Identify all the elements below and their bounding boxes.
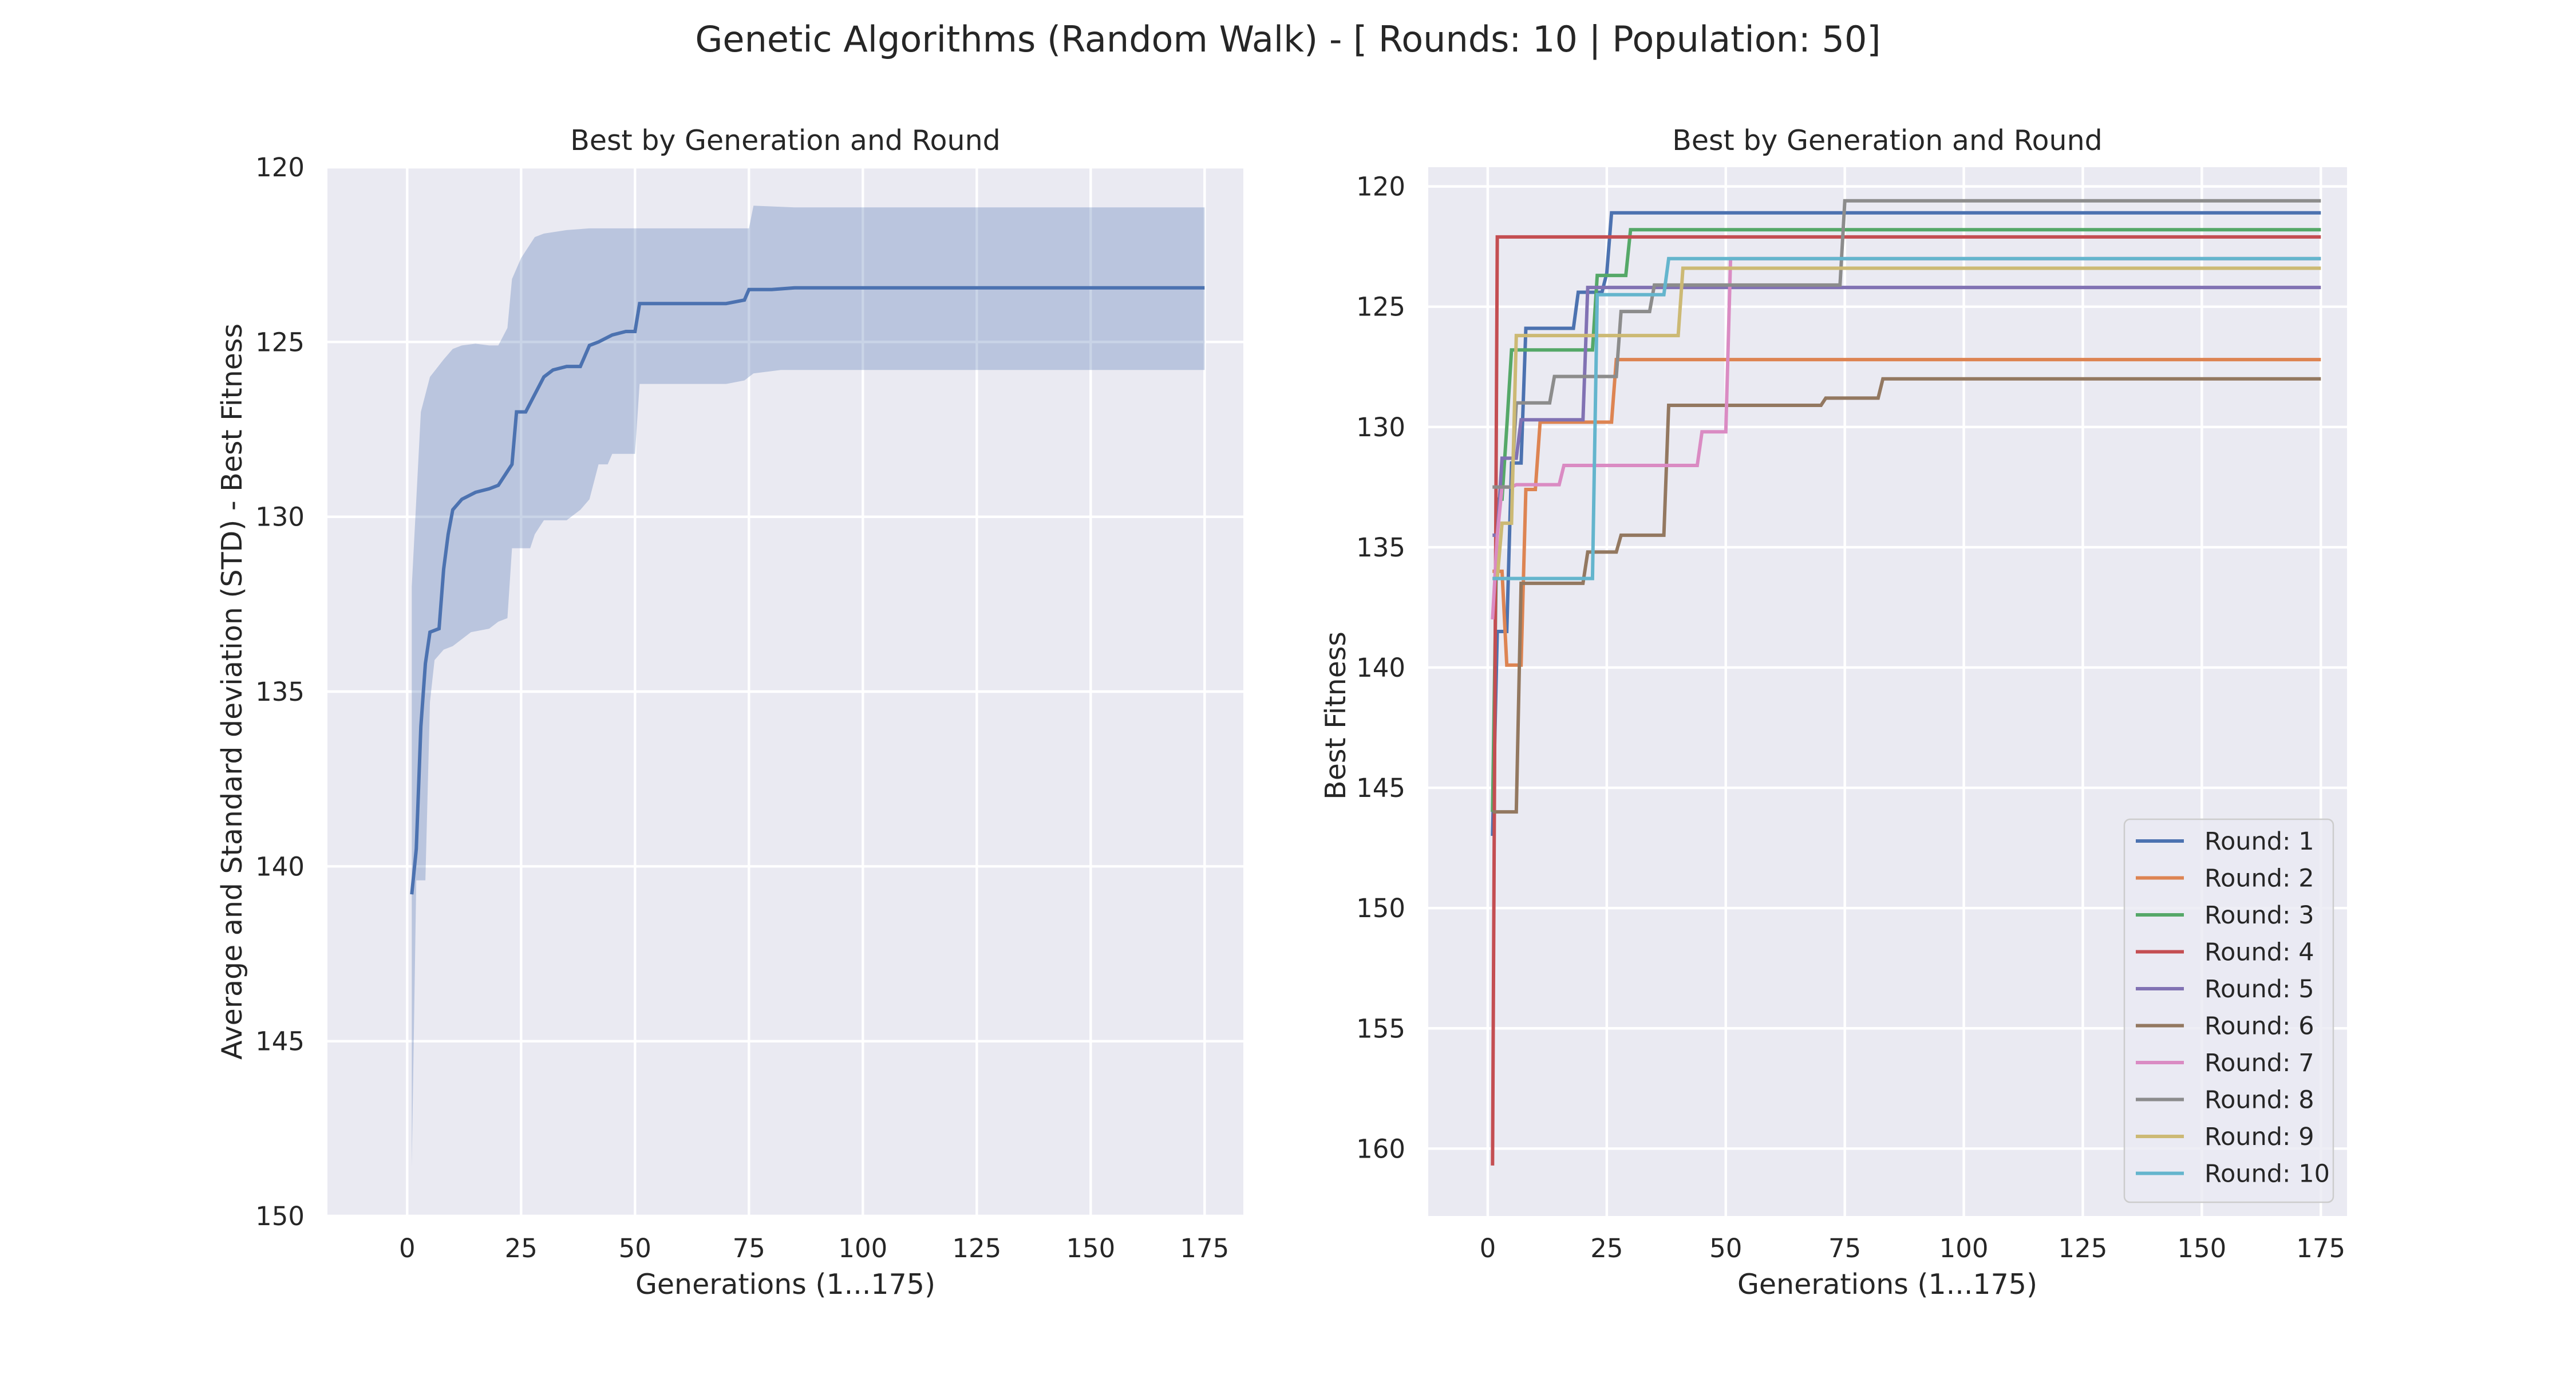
figure-title: Genetic Algorithms (Random Walk) - [ Rou… (695, 18, 1880, 61)
series-line-round-9 (1492, 266, 2321, 581)
std-band (412, 206, 1205, 1167)
right-x-tick-label: 25 (1590, 1233, 1623, 1264)
legend-label: Round: 4 (2204, 938, 2314, 967)
right-y-tick-label: 130 (1356, 412, 1405, 443)
right-plot-title: Best by Generation and Round (1672, 124, 2103, 157)
left-tick-labels: 0 25 50 75 100 125 150 175 120 125 130 135 140 145 150 (255, 152, 1229, 1264)
left-y-tick-label: 135 (255, 677, 305, 707)
right-x-tick-label: 75 (1828, 1233, 1861, 1264)
legend-label: Round: 10 (2204, 1160, 2330, 1189)
left-y-tick-label: 130 (255, 502, 305, 532)
right-y-tick-label: 120 (1356, 172, 1405, 202)
left-y-tick-label: 120 (255, 152, 305, 183)
right-y-tick-label: 125 (1356, 292, 1405, 322)
right-x-tick-label: 0 (1480, 1233, 1496, 1264)
left-x-tick-label: 125 (952, 1233, 1001, 1264)
legend-label: Round: 8 (2204, 1086, 2314, 1115)
left-gridlines (327, 165, 1243, 1218)
left-subplot: 0 25 50 75 100 125 150 175 120 125 130 135 140 145 150… (216, 124, 1243, 1301)
left-y-tick-label: 145 (255, 1026, 305, 1057)
left-x-tick-label: 0 (399, 1233, 416, 1264)
legend-label: Round: 5 (2204, 975, 2314, 1004)
right-data-marks (1491, 199, 2321, 1166)
right-y-axis-label: Best Fitness (1319, 631, 1352, 800)
right-y-tick-label: 150 (1356, 893, 1405, 923)
right-y-tick-label: 145 (1356, 773, 1405, 803)
left-x-tick-label: 75 (733, 1233, 765, 1264)
right-y-tick-label: 140 (1356, 653, 1405, 683)
series-line-round-2 (1492, 358, 2321, 667)
right-x-tick-label: 125 (2059, 1233, 2108, 1264)
legend-label: Round: 1 (2204, 827, 2314, 856)
left-plot-title: Best by Generation and Round (570, 124, 1001, 157)
mean-line (410, 286, 1205, 895)
left-x-tick-label: 175 (1180, 1233, 1229, 1264)
right-x-tick-label: 150 (2177, 1233, 2226, 1264)
legend: Round: 1 Round: 2 Round: 3 Round: 4 Round: 5… (2123, 818, 2334, 1203)
left-y-tick-label: 140 (255, 851, 305, 882)
left-x-tick-label: 25 (505, 1233, 538, 1264)
right-y-tick-label: 135 (1356, 532, 1405, 563)
left-y-tick-label: 150 (255, 1201, 305, 1231)
left-data-marks (410, 206, 1205, 1167)
series-line-round-4 (1491, 235, 2321, 1166)
right-x-tick-label: 175 (2296, 1233, 2345, 1264)
right-tick-labels: 0 25 50 75 100 125 150 175 120 125 130 135 140 145 150… (1356, 172, 2345, 1264)
left-x-tick-label: 50 (619, 1233, 651, 1264)
left-x-axis-label: Generations (1...175) (635, 1268, 935, 1301)
legend-label: Round: 3 (2204, 901, 2314, 930)
legend-label: Round: 6 (2204, 1012, 2314, 1041)
legend-label: Round: 9 (2204, 1123, 2314, 1151)
right-y-tick-label: 160 (1356, 1134, 1405, 1164)
right-x-tick-label: 50 (1709, 1233, 1742, 1264)
legend-label: Round: 7 (2204, 1049, 2314, 1077)
series-line-round-6 (1492, 377, 2321, 814)
legend-label: Round: 2 (2204, 864, 2314, 893)
right-x-tick-label: 100 (1939, 1233, 1989, 1264)
left-x-tick-label: 100 (838, 1233, 887, 1264)
series-line-round-7 (1491, 256, 2321, 620)
left-x-tick-label: 150 (1066, 1233, 1115, 1264)
right-x-axis-label: Generations (1...175) (1737, 1268, 2037, 1301)
left-y-tick-label: 125 (255, 327, 305, 357)
right-subplot: 0 25 50 75 100 125 150 175 120 125 130 135 140 145 150… (1319, 124, 2347, 1301)
series-line-round-10 (1492, 256, 2321, 581)
left-y-axis-label: Average and Standard deviation (STD) - B… (216, 323, 248, 1060)
right-y-tick-label: 155 (1356, 1013, 1405, 1044)
